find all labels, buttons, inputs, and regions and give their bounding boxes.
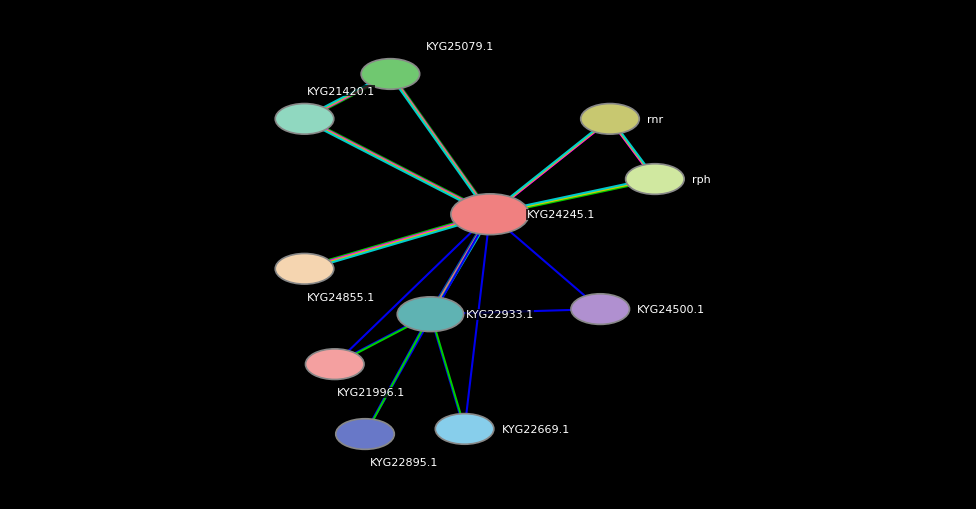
Circle shape bbox=[305, 349, 364, 380]
Text: rph: rph bbox=[692, 175, 711, 185]
Text: KYG24245.1: KYG24245.1 bbox=[527, 210, 595, 220]
Circle shape bbox=[451, 194, 529, 235]
Circle shape bbox=[626, 164, 684, 195]
Circle shape bbox=[581, 104, 639, 135]
Text: KYG21996.1: KYG21996.1 bbox=[337, 387, 405, 398]
Circle shape bbox=[571, 294, 630, 325]
Text: KYG25079.1: KYG25079.1 bbox=[426, 42, 494, 52]
Circle shape bbox=[275, 254, 334, 285]
Circle shape bbox=[361, 60, 420, 90]
Text: KYG24855.1: KYG24855.1 bbox=[306, 292, 375, 302]
Text: KYG21420.1: KYG21420.1 bbox=[306, 87, 375, 97]
Circle shape bbox=[435, 414, 494, 444]
Text: rnr: rnr bbox=[647, 115, 664, 125]
Circle shape bbox=[275, 104, 334, 135]
Circle shape bbox=[397, 297, 464, 332]
Text: KYG22895.1: KYG22895.1 bbox=[370, 457, 438, 467]
Text: KYG22669.1: KYG22669.1 bbox=[502, 424, 570, 434]
Circle shape bbox=[336, 419, 394, 449]
Text: KYG22933.1: KYG22933.1 bbox=[466, 309, 534, 320]
Text: KYG24500.1: KYG24500.1 bbox=[637, 304, 706, 315]
